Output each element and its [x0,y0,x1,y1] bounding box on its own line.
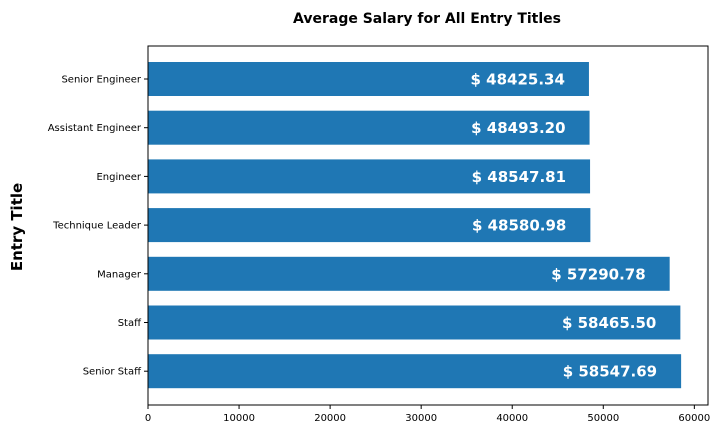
bar-value-label: $ 57290.78 [551,265,645,283]
bar-value-label: $ 48547.81 [472,168,566,186]
bar-value-label: $ 48580.98 [472,217,566,235]
y-tick-label: Staff [118,318,142,329]
plot-frame [147,45,709,406]
bar-7 [148,354,682,389]
bar-value-label: $ 58547.69 [563,363,657,381]
y-tick-label: Technique Leader [52,221,142,232]
x-tick-label: 60000 [678,413,710,424]
bar-2 [148,110,590,145]
y-tick-label: Manager [97,269,142,280]
bar-value-label: $ 48493.20 [471,119,565,137]
x-tick-label: 50000 [587,413,619,424]
y-tick-label: Assistant Engineer [48,123,142,134]
bar-value-label: $ 58465.50 [562,314,656,332]
chart-title: Average Salary for All Entry Titles [293,11,561,27]
x-tick-label: 30000 [405,413,437,424]
bar-5 [148,256,670,291]
x-tick-label: 10000 [223,413,255,424]
x-ticks-group: 0 10000 20000 30000 40000 50000 60000 [145,405,710,424]
bars-group: $ 48425.34 $ 48493.20 $ 48547.81 $ 48580.98… [148,62,682,389]
y-ticks-group: Senior Engineer Assistant Engineer Enginee… [48,75,148,378]
y-tick-label: Senior Staff [83,367,142,378]
y-tick-label: Engineer [96,172,141,183]
y-tick-label: Senior Engineer [61,75,141,86]
x-tick-label: 0 [145,413,151,424]
x-tick-label: 20000 [314,413,346,424]
bar-3 [148,159,591,194]
bar-4 [148,208,591,243]
bar-6 [148,305,681,340]
x-tick-label: 40000 [496,413,528,424]
y-axis-label: Entry Title [8,183,26,271]
bar-value-label: $ 48425.34 [471,71,565,89]
bar-1 [148,62,589,96]
